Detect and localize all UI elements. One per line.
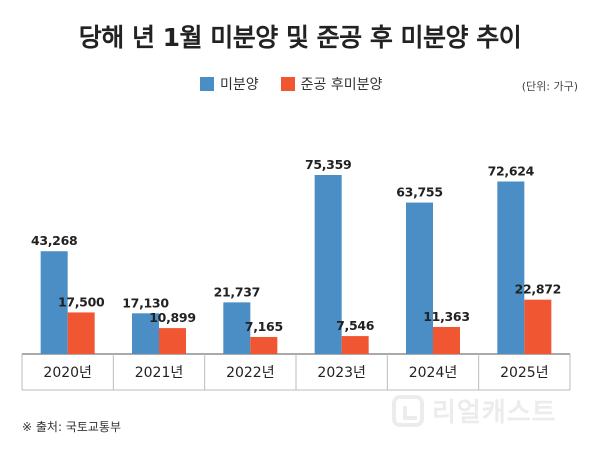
x-tick-label: 2023년 bbox=[317, 365, 366, 381]
data-label: 11,363 bbox=[423, 309, 469, 324]
bar-completed-unsold bbox=[250, 336, 278, 354]
data-label: 22,872 bbox=[515, 282, 561, 297]
bar-completed-unsold bbox=[341, 336, 369, 354]
bar-completed-unsold bbox=[67, 312, 95, 354]
x-tick-label: 2022년 bbox=[226, 365, 275, 381]
bar-unsold bbox=[406, 202, 433, 354]
data-label: 72,624 bbox=[488, 163, 535, 178]
bar-unsold bbox=[223, 302, 251, 354]
legend-item-unsold: 미분양 bbox=[200, 74, 259, 94]
data-label: 7,546 bbox=[336, 318, 375, 333]
legend-label-completed-unsold: 준공 후미분양 bbox=[300, 77, 383, 93]
unit-label: (단위: 가구) bbox=[521, 80, 578, 93]
bar-completed-unsold bbox=[159, 328, 186, 354]
x-tick-label: 2025년 bbox=[500, 365, 549, 381]
source-note: ※ 출처: 국토교통부 bbox=[22, 420, 122, 434]
bar-completed-unsold bbox=[524, 299, 552, 354]
bar-completed-unsold bbox=[433, 327, 460, 354]
legend-swatch-completed-unsold bbox=[280, 77, 295, 91]
legend-swatch-unsold bbox=[200, 77, 214, 91]
data-label: 75,359 bbox=[305, 157, 351, 172]
bar-unsold bbox=[40, 251, 68, 354]
watermark-logo-icon bbox=[392, 394, 424, 427]
watermark: 리얼캐스트 bbox=[392, 392, 557, 429]
legend-label-unsold: 미분양 bbox=[220, 77, 259, 93]
x-tick-label: 2024년 bbox=[409, 365, 458, 381]
x-tick-label: 2020년 bbox=[43, 365, 92, 381]
legend-item-completed-unsold: 준공 후미분양 bbox=[280, 74, 383, 94]
data-label: 17,130 bbox=[122, 295, 169, 310]
data-label: 7,165 bbox=[245, 319, 283, 334]
bar-unsold bbox=[132, 313, 159, 354]
data-label: 21,737 bbox=[214, 284, 260, 299]
x-tick-label: 2021년 bbox=[135, 365, 184, 381]
bar-unsold bbox=[497, 181, 525, 354]
watermark-text: 리얼캐스트 bbox=[432, 398, 557, 428]
chart-title: 당해 년 1월 미분양 및 준공 후 미분양 추이 bbox=[78, 23, 522, 52]
data-label: 63,755 bbox=[396, 185, 442, 200]
data-label: 17,500 bbox=[58, 294, 105, 309]
data-label: 10,899 bbox=[149, 310, 195, 325]
bar-unsold bbox=[314, 175, 342, 354]
data-label: 43,268 bbox=[31, 233, 77, 248]
legend: 미분양 준공 후미분양 bbox=[200, 74, 404, 94]
